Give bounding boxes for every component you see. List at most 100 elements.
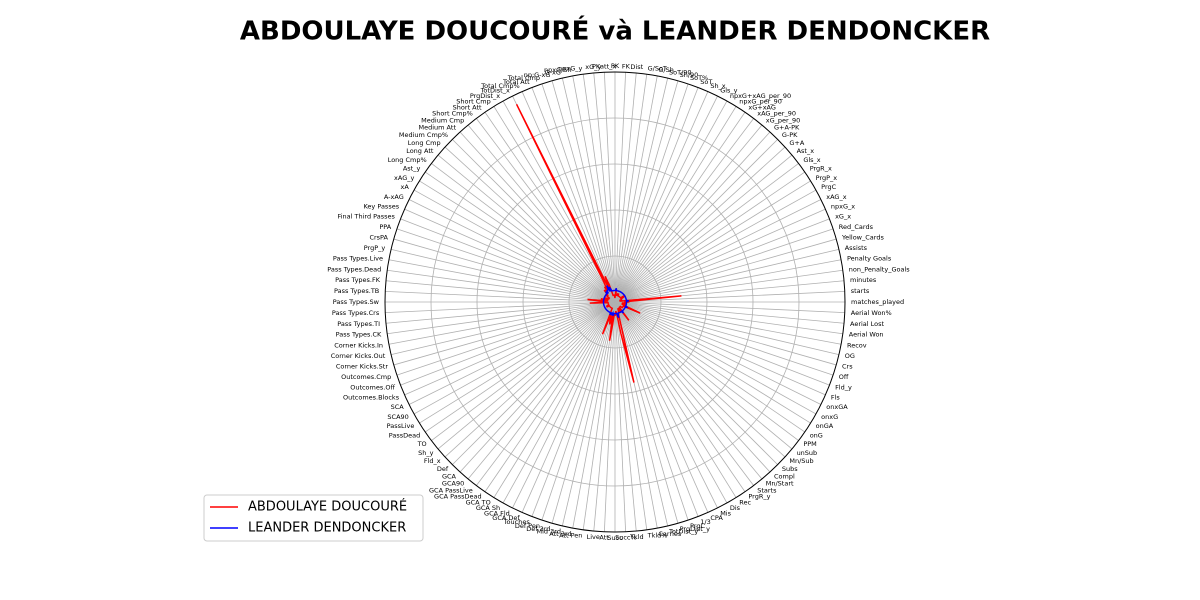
- axis-label: G/SoT: [648, 64, 667, 72]
- axis-label: Short Cmp%: [432, 110, 473, 118]
- spoke: [551, 80, 616, 303]
- spoke: [572, 301, 616, 529]
- spoke: [387, 301, 616, 335]
- spoke: [614, 238, 837, 303]
- axis-label: SoT/90: [669, 68, 692, 76]
- axis-label: onG: [810, 431, 823, 439]
- axis-label: xA: [401, 183, 410, 191]
- axis-label: G+A: [789, 139, 804, 147]
- axis-label: GCA: [442, 472, 457, 480]
- axis-label: Live: [587, 533, 600, 541]
- axis-label: FK: [622, 62, 631, 70]
- axis-label: GCA Sh: [476, 504, 500, 512]
- axis-label: Ast_x: [797, 147, 815, 155]
- axis-label: npxG+xAG_per_90: [730, 92, 791, 100]
- axis-label: Sh_x: [710, 82, 725, 90]
- spoke: [385, 280, 616, 303]
- spoke: [396, 228, 616, 303]
- spoke: [614, 208, 826, 303]
- spoke: [614, 163, 799, 303]
- axis-label: Att: [599, 534, 609, 542]
- spoke: [614, 72, 627, 303]
- axis-label: Def: [437, 465, 449, 473]
- spoke: [437, 301, 616, 450]
- axis-label: Final Third Passes: [337, 213, 395, 221]
- axis-label: Tkld: [629, 533, 644, 541]
- spoke: [614, 301, 778, 465]
- spoke: [614, 269, 843, 303]
- spoke: [614, 118, 754, 303]
- axis-label: GCA90: [442, 480, 464, 488]
- spoke: [603, 301, 616, 532]
- spoke: [531, 87, 616, 303]
- spoke: [614, 106, 737, 303]
- legend-label: ABDOULAYE DOUCOURÉ: [248, 499, 407, 515]
- spoke: [541, 83, 616, 303]
- axis-label: PrgDist_x: [470, 92, 500, 100]
- axis-label: Pass Types.TB: [334, 287, 379, 295]
- spoke: [614, 301, 845, 324]
- spoke: [614, 228, 834, 303]
- axis-label: PPM: [803, 440, 816, 448]
- axis-label: Recov: [847, 341, 867, 349]
- axis-label: Mn/Start: [766, 480, 794, 488]
- axis-label: npxG/Sh: [544, 66, 572, 74]
- spoke: [593, 72, 616, 303]
- legend: ABDOULAYE DOUCOURÉ LEANDER DENDONCKER: [203, 494, 424, 542]
- axis-label: PPA: [379, 223, 391, 231]
- axis-label: Medium Cmp%: [399, 131, 448, 139]
- axis-label: Def 3rd: [526, 525, 550, 533]
- axis-label: npxG_x: [831, 203, 855, 211]
- axis-label: Pass Types.TI: [337, 320, 380, 328]
- spoke: [400, 218, 616, 303]
- axis-label: GCA PassDead: [434, 493, 482, 501]
- axis-label: Red_Cards: [839, 223, 874, 231]
- axis-label: Medium Att: [419, 124, 457, 132]
- axis-label: PKatt_x: [592, 62, 616, 70]
- spoke: [614, 74, 648, 303]
- spoke: [404, 301, 616, 396]
- spoke: [614, 301, 834, 376]
- axis-label: onGA: [816, 422, 834, 430]
- axis-label: Mis: [720, 509, 731, 517]
- spoke: [396, 301, 616, 376]
- spoke: [484, 301, 616, 492]
- spoke: [531, 301, 616, 517]
- axis-label: starts: [851, 287, 870, 295]
- axis-label: Outcomes.Blocks: [343, 393, 400, 401]
- axis-label: Corner Kicks.In: [334, 341, 383, 349]
- axis-label: A-xAG: [384, 193, 404, 201]
- chart-title: ABDOULAYE DOUCOURÉ và LEANDER DENDONCKER: [240, 15, 990, 47]
- spoke: [521, 301, 616, 513]
- axis-label: G+A-PK: [774, 124, 800, 132]
- axis-label: Short Att: [453, 103, 482, 111]
- spoke: [614, 75, 658, 303]
- spoke: [413, 301, 616, 415]
- axis-label: Medium Cmp: [421, 116, 464, 124]
- axis-label: Corner Kicks.Out: [331, 352, 386, 360]
- spoke: [614, 301, 709, 513]
- spoke: [614, 301, 786, 458]
- spoke: [614, 131, 771, 303]
- axis-label: GCA PassLive: [429, 486, 473, 494]
- axis-label: Gls_x: [803, 156, 820, 164]
- spoke: [512, 301, 616, 509]
- spoke: [425, 171, 616, 303]
- axis-label: Pass Types.Dead: [327, 265, 381, 273]
- spoke: [385, 301, 616, 314]
- spoke: [593, 301, 616, 532]
- axis-label: Pass Types.CK: [336, 331, 382, 339]
- spoke: [614, 80, 679, 303]
- axis-label: Pass Types.Sw: [333, 298, 380, 306]
- spoke: [419, 301, 616, 424]
- spoke: [614, 189, 817, 303]
- spoke: [614, 301, 771, 473]
- axis-label: Crs: [842, 363, 853, 371]
- axis-label: PrgP_x: [816, 174, 838, 182]
- axis-label: 1/3: [700, 518, 710, 526]
- spoke: [459, 131, 616, 303]
- spoke: [582, 74, 616, 303]
- axis-label: PrgR_x: [810, 165, 832, 173]
- axis-label: PrgC: [690, 522, 705, 530]
- axis-label: Outcomes.Cmp: [341, 373, 391, 381]
